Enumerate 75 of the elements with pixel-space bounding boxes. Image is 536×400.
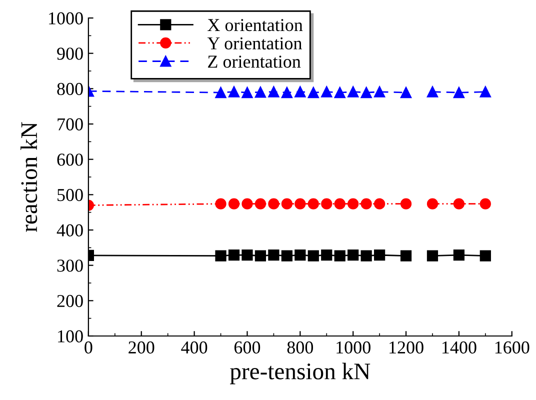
point: [242, 250, 253, 261]
point: [348, 86, 359, 98]
point: [228, 250, 240, 261]
point: [480, 250, 491, 262]
point: [321, 250, 332, 261]
x-tick-label: 200: [128, 341, 154, 354]
point: [294, 86, 306, 98]
point: [254, 198, 266, 210]
x-tick-label: 1600: [495, 341, 530, 354]
y-tick-label: 400: [56, 224, 83, 236]
x-tick-label: 1400: [442, 341, 476, 354]
point: [268, 198, 280, 210]
point: [360, 250, 372, 262]
point: [254, 86, 266, 98]
point: [228, 198, 240, 210]
point: [308, 86, 319, 98]
point: [281, 250, 292, 262]
point: [308, 198, 319, 210]
point: [453, 198, 465, 210]
point: [400, 86, 412, 98]
x-tick-label: 600: [234, 341, 260, 354]
point: [453, 86, 465, 98]
y-tick-label: 800: [57, 82, 83, 96]
point: [308, 250, 319, 262]
point: [400, 250, 412, 262]
point: [374, 250, 386, 261]
point: [348, 198, 359, 210]
y-tick-label: 300: [57, 260, 83, 272]
x-tick-label: 0: [84, 341, 92, 354]
y-tick-label: 600: [57, 154, 83, 166]
x-tick-label: 1000: [336, 341, 370, 354]
point: [215, 250, 226, 262]
y-tick-label: 200: [57, 294, 83, 308]
point: [215, 86, 226, 98]
y-tick-label: 500: [58, 188, 83, 202]
point: [294, 198, 306, 210]
point: [321, 198, 332, 210]
y-tick-label: 1000: [49, 12, 83, 24]
point: [281, 198, 292, 210]
point: [480, 198, 491, 210]
point: [254, 250, 266, 262]
x-tick-label: 800: [287, 341, 314, 354]
point: [374, 198, 386, 210]
point: [348, 250, 359, 261]
legend-label: Y orientation: [207, 37, 302, 50]
point: [294, 250, 306, 261]
point: [374, 86, 386, 98]
legend-label: X orientation: [208, 19, 303, 32]
y-axis-title: reaction kN: [20, 122, 38, 232]
point: [334, 86, 346, 98]
y-tick-label: 100: [58, 330, 83, 342]
x-tick-label: 1200: [390, 341, 424, 354]
x-axis-title: pre-tension kN: [230, 362, 370, 384]
point: [426, 250, 438, 262]
point: [268, 86, 280, 98]
y-tick-label: 700: [58, 118, 83, 130]
point: [400, 198, 412, 210]
point: [242, 86, 253, 98]
point: [426, 198, 438, 210]
point: [334, 198, 346, 210]
point: [321, 86, 332, 98]
point: [480, 86, 491, 98]
point: [426, 86, 438, 98]
point: [360, 86, 372, 98]
x-tick-label: 400: [181, 341, 208, 354]
point: [228, 86, 240, 98]
point: [268, 250, 280, 261]
y-tick-label: 900: [57, 48, 83, 60]
point: [360, 198, 372, 210]
point: [453, 250, 465, 261]
point: [242, 198, 253, 210]
point: [215, 198, 226, 210]
point: [334, 250, 346, 262]
point: [281, 86, 292, 98]
legend-label: Z orientation: [208, 56, 301, 68]
